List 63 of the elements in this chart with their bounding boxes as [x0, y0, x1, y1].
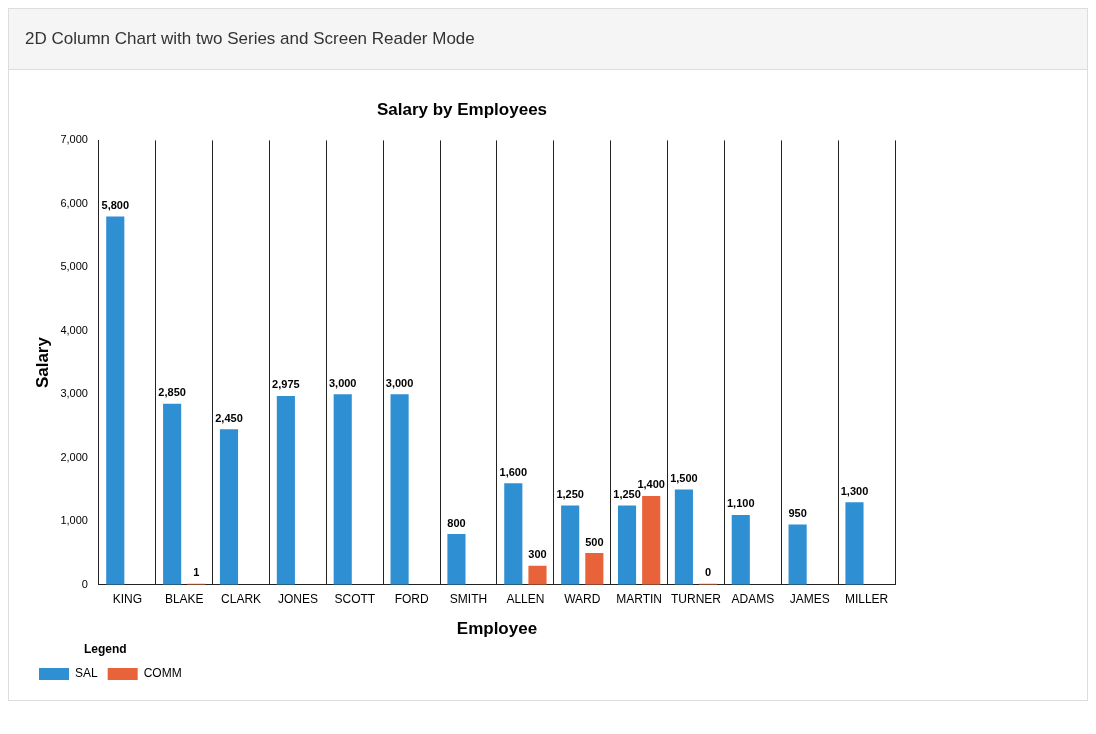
y-tick-label: 3,000	[60, 387, 88, 400]
bar	[390, 394, 409, 585]
data-label: 2,975	[272, 378, 300, 391]
bar	[617, 505, 637, 585]
bar	[163, 403, 182, 585]
bar	[219, 429, 239, 585]
y-tick-label: 6,000	[60, 196, 88, 209]
y-tick-label: 5,000	[60, 260, 88, 273]
x-tick-label: CLARK	[221, 592, 262, 607]
data-label: 800	[447, 516, 466, 529]
data-label: 1	[193, 566, 200, 579]
bar	[276, 395, 295, 585]
data-label: 3,000	[385, 376, 414, 389]
x-tick-label: JAMES	[789, 592, 830, 607]
data-label: 1,300	[840, 484, 869, 497]
x-tick-label: ADAMS	[731, 592, 775, 607]
data-label: 500	[585, 535, 604, 548]
bar	[561, 505, 580, 585]
data-label: 950	[788, 507, 807, 520]
bar	[106, 216, 125, 585]
x-tick-label: ALLEN	[506, 592, 545, 607]
data-label: 300	[528, 548, 547, 561]
data-label: 3,000	[328, 376, 357, 389]
x-tick-label: TURNER	[670, 592, 722, 607]
legend-label: SAL	[75, 666, 99, 681]
data-label: 2,450	[215, 411, 243, 424]
bar	[642, 495, 661, 585]
y-tick-label: 0	[81, 577, 88, 590]
bar	[845, 502, 864, 585]
bar	[333, 394, 352, 585]
legend-label: COMM	[143, 666, 182, 681]
data-label: 1,250	[556, 487, 584, 500]
x-tick-label: MILLER	[844, 592, 889, 607]
x-tick-label: SCOTT	[334, 592, 376, 607]
bar	[585, 553, 604, 585]
chart-title: Salary by Employees	[376, 99, 548, 119]
x-axis-title: Employee	[456, 619, 538, 639]
x-tick-label: BLAKE	[164, 592, 204, 607]
data-label: 2,850	[158, 386, 186, 399]
bar	[528, 565, 547, 585]
x-tick-label: WARD	[564, 592, 601, 607]
data-label: 0	[705, 566, 712, 579]
text: 2D Column Chart with two Series and Screen Reader Mode	[9, 9, 1087, 70]
y-tick-label: 1,000	[60, 514, 88, 527]
bar	[504, 483, 523, 585]
bar	[674, 489, 693, 585]
y-tick-label: 2,000	[60, 450, 88, 463]
data-label: 5,800	[101, 199, 130, 212]
data-label: 1,100	[727, 497, 755, 510]
x-tick-label: KING	[112, 592, 143, 607]
x-tick-label: FORD	[394, 592, 429, 607]
x-tick-label: JONES	[277, 592, 318, 607]
legend-title: Legend	[84, 641, 127, 656]
bar	[731, 514, 750, 585]
x-tick-label: MARTIN	[616, 592, 663, 607]
data-label: 1,600	[499, 465, 528, 478]
y-tick-label: 7,000	[60, 133, 88, 146]
y-tick-label: 4,000	[60, 323, 88, 336]
y-axis-title: Salary	[32, 336, 52, 389]
data-label: 1,500	[670, 472, 698, 485]
x-tick-label: SMITH	[449, 592, 488, 607]
bar	[447, 534, 466, 585]
bar	[788, 524, 807, 585]
